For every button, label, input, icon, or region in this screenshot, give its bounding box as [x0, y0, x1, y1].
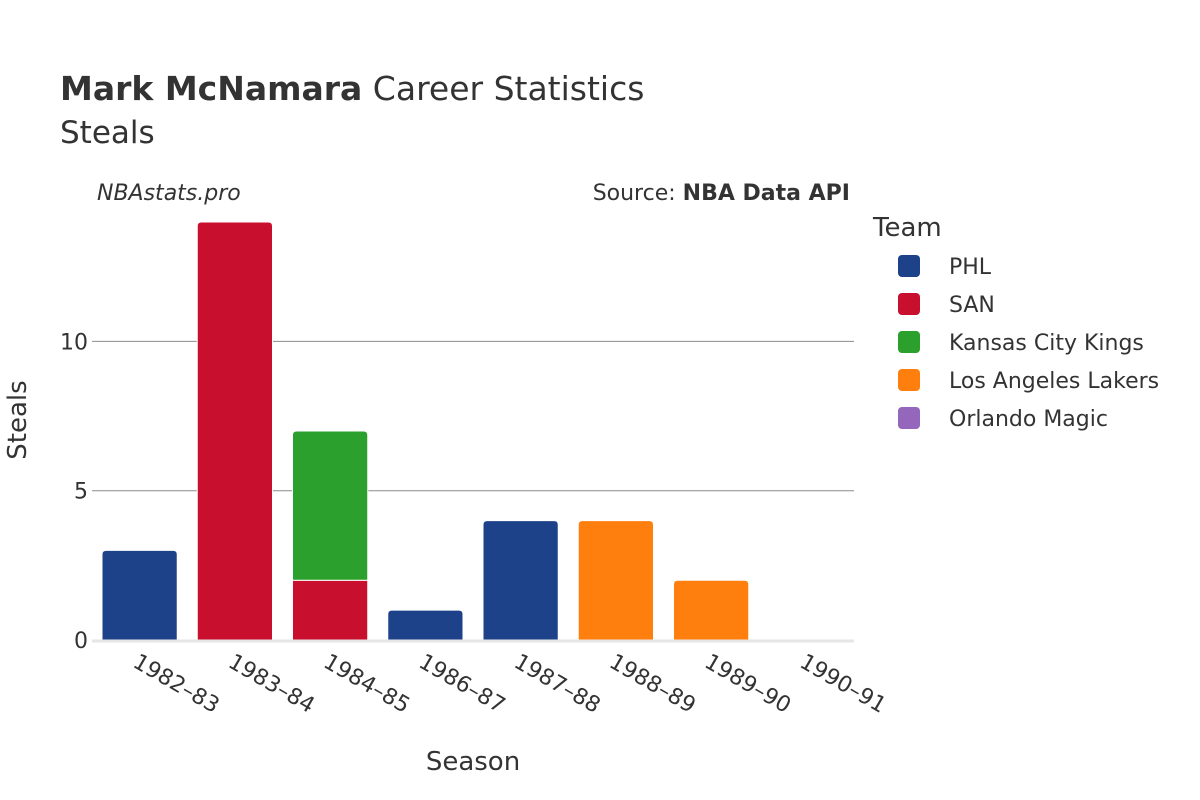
y-tick-label: 0	[74, 629, 88, 654]
y-axis-ticks: 0 5 10	[60, 330, 88, 654]
legend-label: PHL	[949, 255, 992, 280]
player-name: Mark McNamara	[60, 69, 362, 108]
x-tick-label: 1990–91	[795, 650, 890, 719]
x-axis-title: Season	[426, 747, 520, 777]
site-watermark: NBAstats.pro	[97, 181, 241, 206]
x-axis-ticks: 1982–83 1983–84 1984–85 1986–87 1987–88 1988–…	[129, 650, 891, 719]
bar-1984–85-kansas-city-kings[interactable]	[292, 430, 369, 581]
y-tick-label: 10	[60, 330, 88, 355]
legend-title: Team	[872, 213, 942, 243]
x-tick-label: 1987–88	[510, 650, 605, 719]
chart-title: Mark McNamara Career Statistics	[60, 69, 644, 108]
legend-label: Kansas City Kings	[949, 331, 1144, 356]
bar-1983–84-san[interactable]	[196, 221, 273, 641]
chart-subtitle: Steals	[60, 115, 155, 151]
legend-item-kansas-city-kings[interactable]: Kansas City Kings	[898, 331, 1144, 356]
bar-1987–88-phl[interactable]	[482, 520, 559, 641]
legend-item-phl[interactable]: PHL	[898, 255, 992, 280]
legend-swatch	[898, 407, 920, 429]
source-credit: Source: NBA Data API	[593, 181, 850, 206]
bar-1984–85-san[interactable]	[292, 579, 369, 641]
legend-item-los-angeles-lakers[interactable]: Los Angeles Lakers	[898, 369, 1159, 394]
bar-1982–83-phl[interactable]	[101, 549, 178, 641]
source-label: Source:	[593, 181, 683, 206]
x-tick-label: 1984–85	[319, 650, 414, 719]
x-tick-label: 1989–90	[700, 650, 795, 719]
legend-swatch	[898, 369, 920, 391]
legend-label: Orlando Magic	[949, 407, 1108, 432]
y-tick-label: 5	[74, 480, 88, 505]
source-value: NBA Data API	[683, 181, 850, 206]
x-tick-label: 1988–89	[605, 650, 700, 719]
x-tick-label: 1986–87	[414, 650, 509, 719]
legend-swatch	[898, 255, 920, 277]
bars	[92, 221, 854, 643]
title-suffix: Career Statistics	[362, 69, 644, 108]
legend-swatch	[898, 293, 920, 315]
legend-swatch	[898, 331, 920, 353]
x-tick-label: 1982–83	[129, 650, 224, 719]
legend-item-orlando-magic[interactable]: Orlando Magic	[898, 407, 1108, 432]
bar-1989–90-los-angeles-lakers[interactable]	[673, 579, 750, 641]
legend-label: Los Angeles Lakers	[949, 369, 1159, 394]
legend-item-san[interactable]: SAN	[898, 293, 995, 318]
bar-1986–87-phl[interactable]	[387, 609, 464, 641]
legend-label: SAN	[949, 293, 995, 318]
x-tick-label: 1983–84	[224, 650, 319, 719]
y-axis-title: Steals	[3, 380, 33, 459]
legend: PHL SAN Kansas City Kings Los Angeles Laker…	[898, 255, 1159, 432]
bar-1988–89-los-angeles-lakers[interactable]	[577, 520, 654, 641]
